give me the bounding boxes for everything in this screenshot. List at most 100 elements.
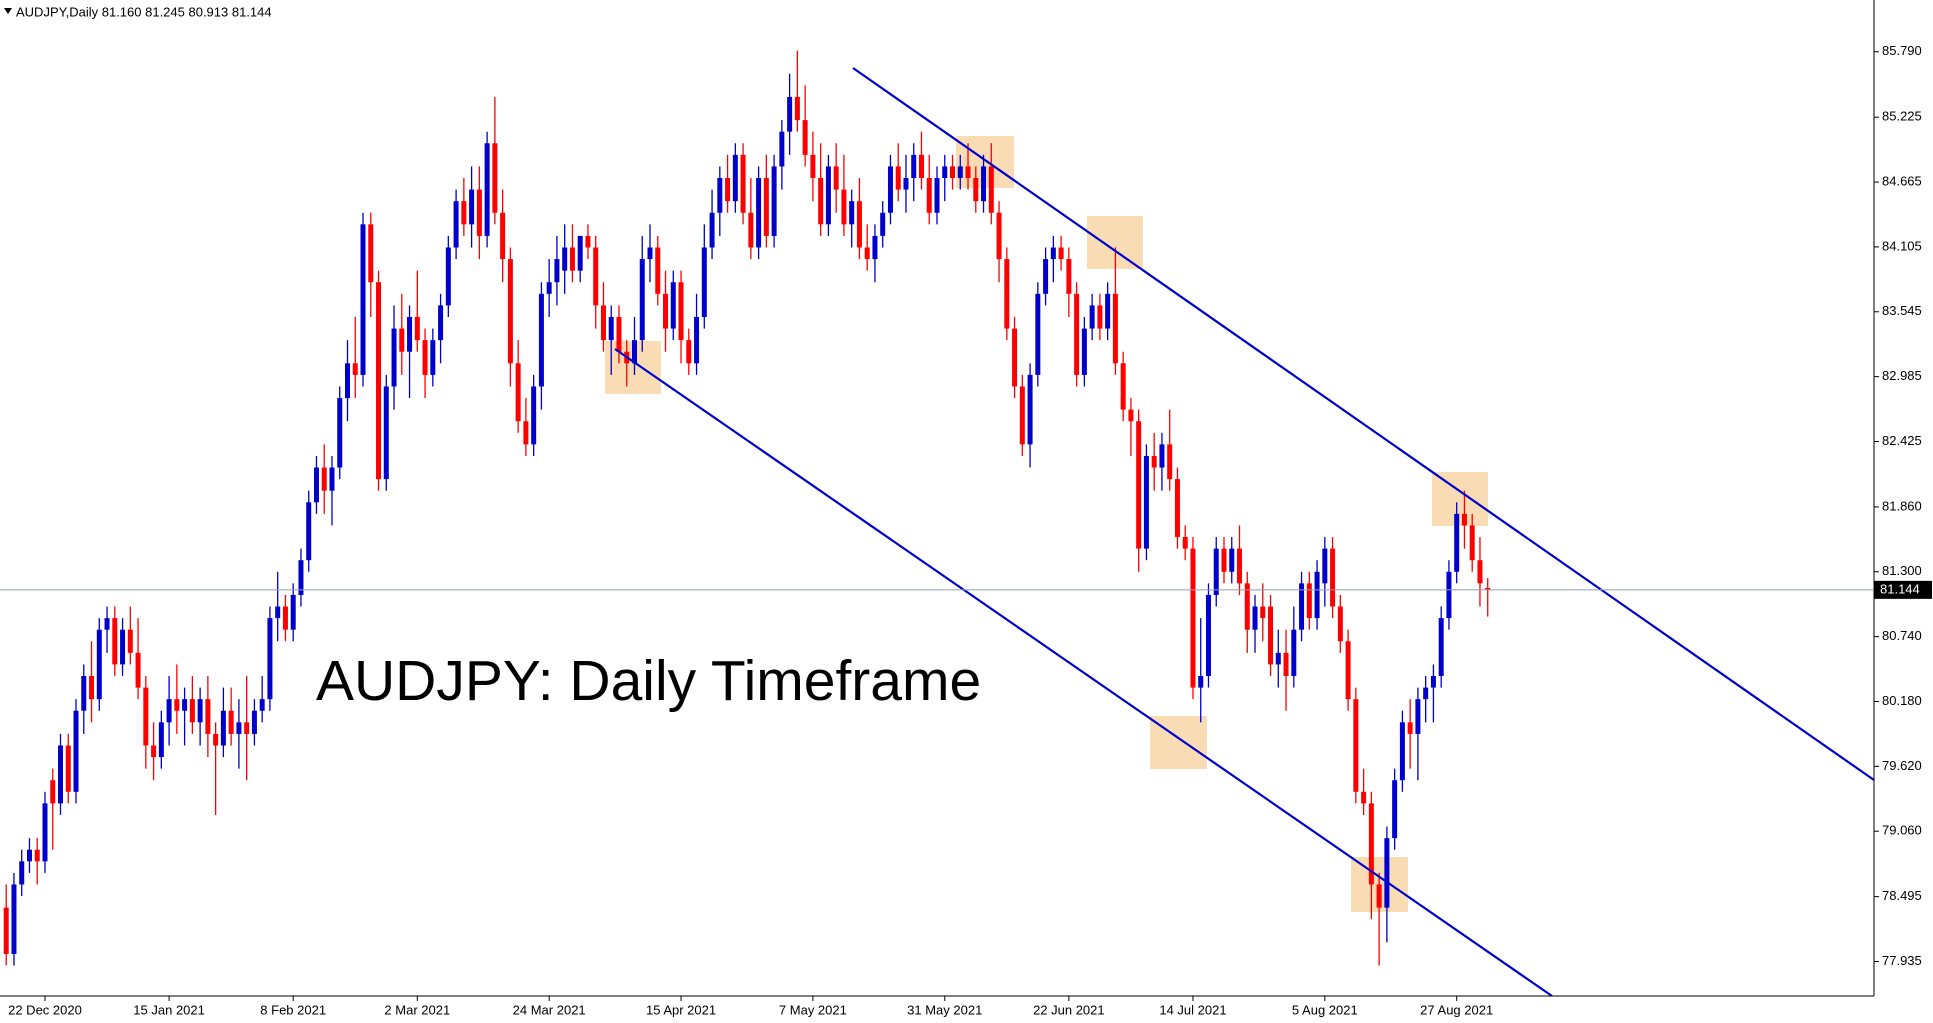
candle-body <box>701 247 707 317</box>
candle-body <box>96 629 102 700</box>
candle-body <box>1066 259 1072 294</box>
y-tick-label: 81.860 <box>1882 498 1922 513</box>
candle-body <box>934 178 940 213</box>
x-tick-label: 14 Jul 2021 <box>1159 1002 1226 1017</box>
candle-body <box>1306 583 1312 619</box>
x-tick-label: 22 Dec 2020 <box>8 1002 82 1017</box>
candle-body <box>1198 676 1204 688</box>
x-tick-label: 7 May 2021 <box>779 1002 847 1017</box>
candle-body <box>1330 548 1336 607</box>
candle-body <box>344 363 350 399</box>
candle-body <box>546 282 552 294</box>
candle-body <box>918 154 924 179</box>
x-tick-label: 27 Aug 2021 <box>1420 1002 1493 1017</box>
candle-body <box>787 96 793 132</box>
candle-body <box>577 235 583 271</box>
chart-header: AUDJPY,Daily 81.160 81.245 80.913 81.144 <box>16 4 272 19</box>
candle-body <box>112 618 118 665</box>
candle-body <box>616 316 622 352</box>
candle-body <box>639 259 645 341</box>
candle-body <box>1035 293 1041 375</box>
menu-arrow[interactable] <box>4 8 12 14</box>
y-tick-label: 84.665 <box>1882 173 1922 188</box>
candle-body <box>228 710 234 734</box>
candle-body <box>988 166 994 213</box>
candle-body <box>833 166 839 190</box>
candle-body <box>135 652 141 688</box>
candle-body <box>996 212 1002 260</box>
candle-body <box>1089 305 1095 329</box>
candle-body <box>65 745 71 792</box>
candle-body <box>1058 247 1064 260</box>
candle-body <box>1477 560 1483 584</box>
candle-body <box>1182 537 1188 549</box>
candle-body <box>942 166 948 179</box>
candle-body <box>631 340 637 364</box>
y-tick-label: 82.985 <box>1882 368 1922 383</box>
candle-body <box>151 745 157 758</box>
candle-body <box>1081 328 1087 375</box>
candle-body <box>329 467 335 491</box>
candle-body <box>174 699 180 711</box>
axes: 85.790 85.225 84.665 84.105 83.545 82.985 82.4… <box>8 43 1922 1017</box>
x-tick-label: 2 Mar 2021 <box>384 1002 450 1017</box>
candle-body <box>1174 479 1180 538</box>
candle-body <box>1446 571 1452 619</box>
candle-body <box>655 247 661 294</box>
candle-body <box>1050 247 1056 260</box>
candle-body <box>1376 884 1382 908</box>
candle-body <box>981 166 987 202</box>
candle-body <box>445 247 451 306</box>
candle-body <box>670 282 676 329</box>
candle-body <box>1407 722 1413 734</box>
candle-body <box>1260 606 1266 619</box>
candle-body <box>600 305 606 341</box>
candle-body <box>1283 652 1289 677</box>
candle-body <box>748 212 754 248</box>
y-tick-label: 80.180 <box>1882 693 1922 708</box>
candle-body <box>709 212 715 248</box>
candle-body <box>647 247 653 260</box>
x-tick-label: 5 Aug 2021 <box>1292 1002 1358 1017</box>
candle-body <box>911 154 917 179</box>
candle-body <box>1275 652 1281 665</box>
candle-body <box>538 293 544 387</box>
y-tick-label: 78.495 <box>1882 888 1922 903</box>
candle-body <box>220 710 226 746</box>
candle-body <box>1151 455 1157 468</box>
candle-body <box>26 849 32 862</box>
candle-body <box>244 722 250 734</box>
candle-body <box>856 201 862 248</box>
candle-body <box>1423 687 1429 700</box>
candle-body <box>1469 525 1475 561</box>
candle-body <box>461 201 467 225</box>
candle-body <box>267 618 273 700</box>
candle-body <box>507 259 513 364</box>
y-tick-label: 85.790 <box>1882 43 1922 58</box>
candle-body <box>1167 444 1173 480</box>
candle-body <box>957 166 963 179</box>
candle-body <box>407 316 413 352</box>
candle-body <box>841 189 847 225</box>
trend-line <box>614 348 1553 997</box>
candle-body <box>810 154 816 179</box>
candle-body <box>779 131 785 167</box>
candle-body <box>1019 386 1025 445</box>
candle-body <box>1213 548 1219 595</box>
candle-body <box>802 120 808 155</box>
candle-body <box>58 745 64 804</box>
candle-body <box>515 363 521 422</box>
candle-body <box>1430 676 1436 688</box>
candle-body <box>282 606 288 630</box>
candle-body <box>740 154 746 213</box>
candle-body <box>298 560 304 595</box>
candle-body <box>887 166 893 213</box>
candle-body <box>825 166 831 225</box>
y-tick-label: 77.935 <box>1882 953 1922 968</box>
x-tick-label: 31 May 2021 <box>907 1002 982 1017</box>
candle-body <box>1128 409 1134 422</box>
candle-body <box>849 201 855 225</box>
candle-body <box>678 282 684 341</box>
candle-body <box>608 316 614 341</box>
